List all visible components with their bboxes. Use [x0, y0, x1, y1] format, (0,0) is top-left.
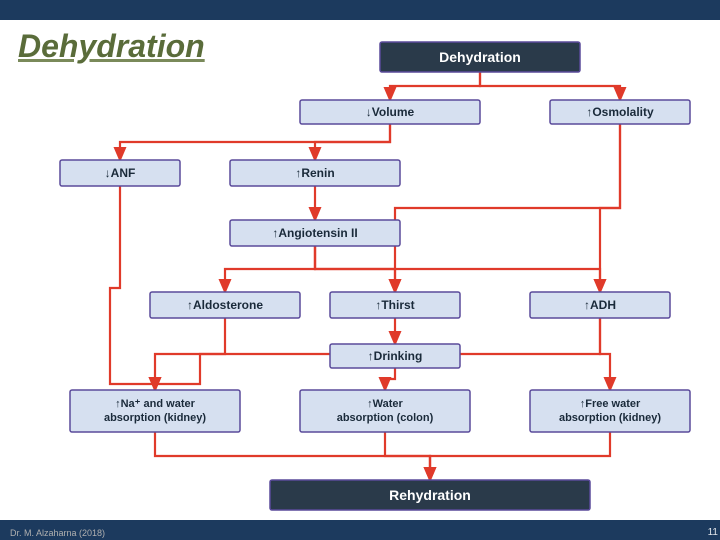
flow-arrow: [315, 246, 600, 292]
svg-text:↑Osmolality: ↑Osmolality: [586, 105, 654, 119]
node-thirst: ↑Thirst: [330, 292, 460, 318]
flow-arrow: [385, 432, 430, 480]
svg-text:↑Drinking: ↑Drinking: [368, 349, 423, 363]
slide: Dehydration Dehydration ↓Volume ↑Osmolalit…: [0, 0, 720, 540]
page-number: 11: [708, 527, 718, 538]
node-volume: ↓Volume: [300, 100, 480, 124]
node-drinking: ↑Drinking: [330, 344, 460, 368]
flow-arrow: [480, 72, 620, 100]
node-na_water: ↑Na⁺ and water absorption (kidney): [70, 390, 240, 432]
svg-text:absorption (kidney): absorption (kidney): [559, 412, 661, 424]
node-osmolality: ↑Osmolality: [550, 100, 690, 124]
footer-text: Dr. M. Alzaharna (2018): [10, 528, 105, 538]
svg-text:Dehydration: Dehydration: [439, 49, 521, 65]
svg-text:↓ANF: ↓ANF: [105, 166, 136, 180]
flow-arrow: [110, 186, 155, 390]
flow-arrow: [600, 124, 620, 292]
svg-text:↑Angiotensin II: ↑Angiotensin II: [272, 226, 357, 240]
svg-text:↑Thirst: ↑Thirst: [375, 298, 414, 312]
flow-arrow: [315, 124, 390, 160]
svg-text:↑Water: ↑Water: [367, 398, 403, 410]
node-renin: ↑Renin: [230, 160, 400, 186]
flow-arrow: [600, 318, 610, 390]
svg-text:Rehydration: Rehydration: [389, 487, 471, 503]
flow-arrow: [390, 72, 480, 100]
svg-text:↑Aldosterone: ↑Aldosterone: [187, 298, 263, 312]
svg-text:absorption (colon): absorption (colon): [337, 412, 434, 424]
node-angiotensin: ↑Angiotensin II: [230, 220, 400, 246]
node-aldosterone: ↑Aldosterone: [150, 292, 300, 318]
svg-text:↑Free water: ↑Free water: [580, 398, 641, 410]
node-rehydration: Rehydration: [270, 480, 590, 510]
svg-text:absorption (kidney): absorption (kidney): [104, 412, 206, 424]
svg-text:↑ADH: ↑ADH: [584, 298, 616, 312]
flowchart: Dehydration ↓Volume ↑Osmolality ↓ANF ↑Renin ↑…: [0, 20, 720, 520]
node-free_water: ↑Free water absorption (kidney): [530, 390, 690, 432]
flow-arrow: [225, 246, 315, 292]
flow-arrow: [430, 432, 610, 480]
node-water_colon: ↑Water absorption (colon): [300, 390, 470, 432]
svg-text:↑Renin: ↑Renin: [295, 166, 334, 180]
flow-arrow: [385, 368, 395, 390]
svg-text:↑Na⁺ and water: ↑Na⁺ and water: [115, 398, 195, 410]
node-adh: ↑ADH: [530, 292, 670, 318]
node-dehydration: Dehydration: [380, 42, 580, 72]
flow-arrow: [395, 124, 620, 292]
svg-text:↓Volume: ↓Volume: [366, 105, 415, 119]
node-anf: ↓ANF: [60, 160, 180, 186]
